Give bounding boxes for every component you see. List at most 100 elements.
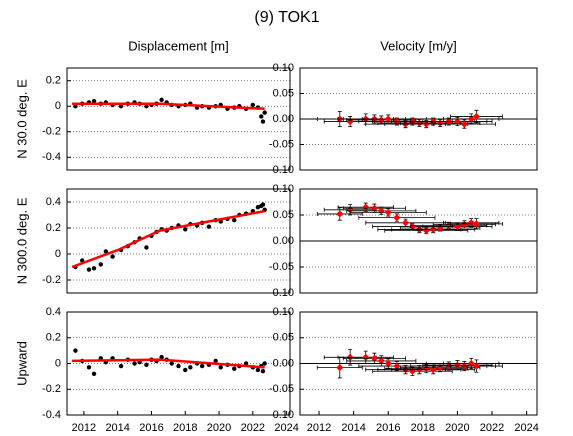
panel-frame — [299, 67, 538, 171]
data-point — [336, 210, 344, 218]
panel-title: Displacement [m] — [128, 38, 228, 53]
data-point — [472, 220, 480, 228]
data-point — [118, 104, 124, 109]
y-tick-label: -0.2 — [42, 274, 61, 286]
y-axis-label: N 300.0 deg. E — [14, 197, 29, 284]
data-point — [183, 227, 188, 232]
panel-title: Velocity [m/y] — [380, 38, 457, 53]
data-point — [243, 361, 249, 366]
data-point — [218, 365, 223, 370]
data-point — [159, 97, 164, 103]
y-tick-label: 0.00 — [273, 113, 294, 125]
data-point — [250, 102, 256, 108]
data-point — [132, 361, 137, 366]
data-point — [188, 365, 193, 370]
data-point — [213, 358, 218, 364]
y-tick-label: -0.10 — [269, 164, 294, 176]
y-tick-label: 0 — [55, 357, 61, 369]
data-point — [453, 118, 461, 126]
y-tick-label: -0.2 — [42, 383, 61, 395]
y-axis-label: Upward — [14, 341, 29, 386]
data-point — [232, 218, 237, 223]
y-tick-label: 0.4 — [46, 196, 61, 208]
y-tick-label: 0.10 — [273, 183, 294, 195]
panel-frame — [66, 311, 291, 416]
data-point — [436, 119, 444, 127]
data-point — [110, 254, 115, 259]
data-point — [86, 365, 92, 370]
y-tick-label: -0.2 — [42, 126, 61, 138]
data-point — [262, 361, 267, 366]
data-point — [472, 112, 480, 120]
data-point — [73, 348, 78, 353]
panel-frame — [66, 188, 291, 294]
data-point — [232, 366, 237, 371]
trend-line — [72, 358, 265, 369]
data-point — [393, 214, 401, 222]
data-point — [460, 120, 468, 128]
data-point — [422, 365, 430, 373]
data-point — [262, 110, 267, 115]
data-point — [362, 353, 370, 361]
x-tick-label: 2018 — [411, 422, 435, 434]
data-point — [259, 114, 264, 119]
data-point — [384, 115, 392, 123]
y-tick-label: 0.10 — [273, 306, 294, 318]
y-tick-label: 0.10 — [273, 62, 294, 74]
panel-frame — [66, 67, 291, 171]
y-tick-label: -0.10 — [269, 409, 294, 421]
data-point — [86, 267, 92, 272]
x-tick-label: 2024 — [514, 422, 538, 434]
data-point — [362, 203, 370, 211]
y-tick-label: -0.05 — [269, 261, 294, 273]
data-point — [98, 262, 103, 267]
x-tick-label: 2018 — [173, 422, 197, 434]
data-point — [408, 222, 416, 230]
data-point — [199, 363, 205, 369]
data-point — [144, 245, 149, 250]
data-point — [370, 204, 378, 212]
y-tick-label: 0.00 — [273, 357, 294, 369]
data-point — [159, 354, 164, 360]
data-point — [467, 359, 475, 368]
x-tick-label: 2022 — [241, 422, 265, 434]
panel-frame — [299, 311, 538, 416]
data-point — [384, 208, 392, 216]
x-tick-label: 2016 — [376, 422, 400, 434]
y-tick-label: 0 — [55, 100, 61, 112]
data-point — [183, 367, 188, 373]
x-tick-label: 2014 — [105, 422, 129, 434]
x-tick-label: 2012 — [72, 422, 96, 434]
data-point — [91, 98, 97, 104]
data-point — [467, 219, 475, 227]
y-tick-label: -0.10 — [269, 287, 294, 299]
data-point — [336, 364, 344, 372]
data-point — [472, 362, 480, 370]
data-point — [384, 359, 392, 368]
y-tick-label: 0 — [55, 248, 61, 260]
data-point — [144, 104, 149, 109]
x-tick-label: 2014 — [341, 422, 365, 434]
data-point — [169, 361, 174, 366]
data-point — [73, 104, 78, 109]
y-tick-label: 0.05 — [273, 332, 294, 344]
y-tick-label: 0.2 — [46, 75, 61, 87]
data-point — [260, 369, 266, 374]
y-tick-label: 0.05 — [273, 87, 294, 99]
y-tick-label: 0.00 — [273, 235, 294, 247]
data-point — [422, 227, 430, 235]
x-tick-label: 2024 — [274, 422, 298, 434]
data-point — [429, 226, 437, 234]
data-point — [103, 249, 109, 254]
data-point — [260, 119, 266, 124]
data-point — [370, 354, 378, 362]
x-tick-label: 2020 — [207, 422, 231, 434]
y-tick-label: -0.4 — [42, 151, 61, 163]
y-tick-label: 0.05 — [273, 209, 294, 221]
data-point — [206, 224, 212, 229]
x-tick-label: 2022 — [480, 422, 504, 434]
y-tick-label: -0.05 — [269, 383, 294, 395]
data-point — [377, 357, 385, 365]
figure-title: (9) TOK1 — [254, 9, 319, 26]
